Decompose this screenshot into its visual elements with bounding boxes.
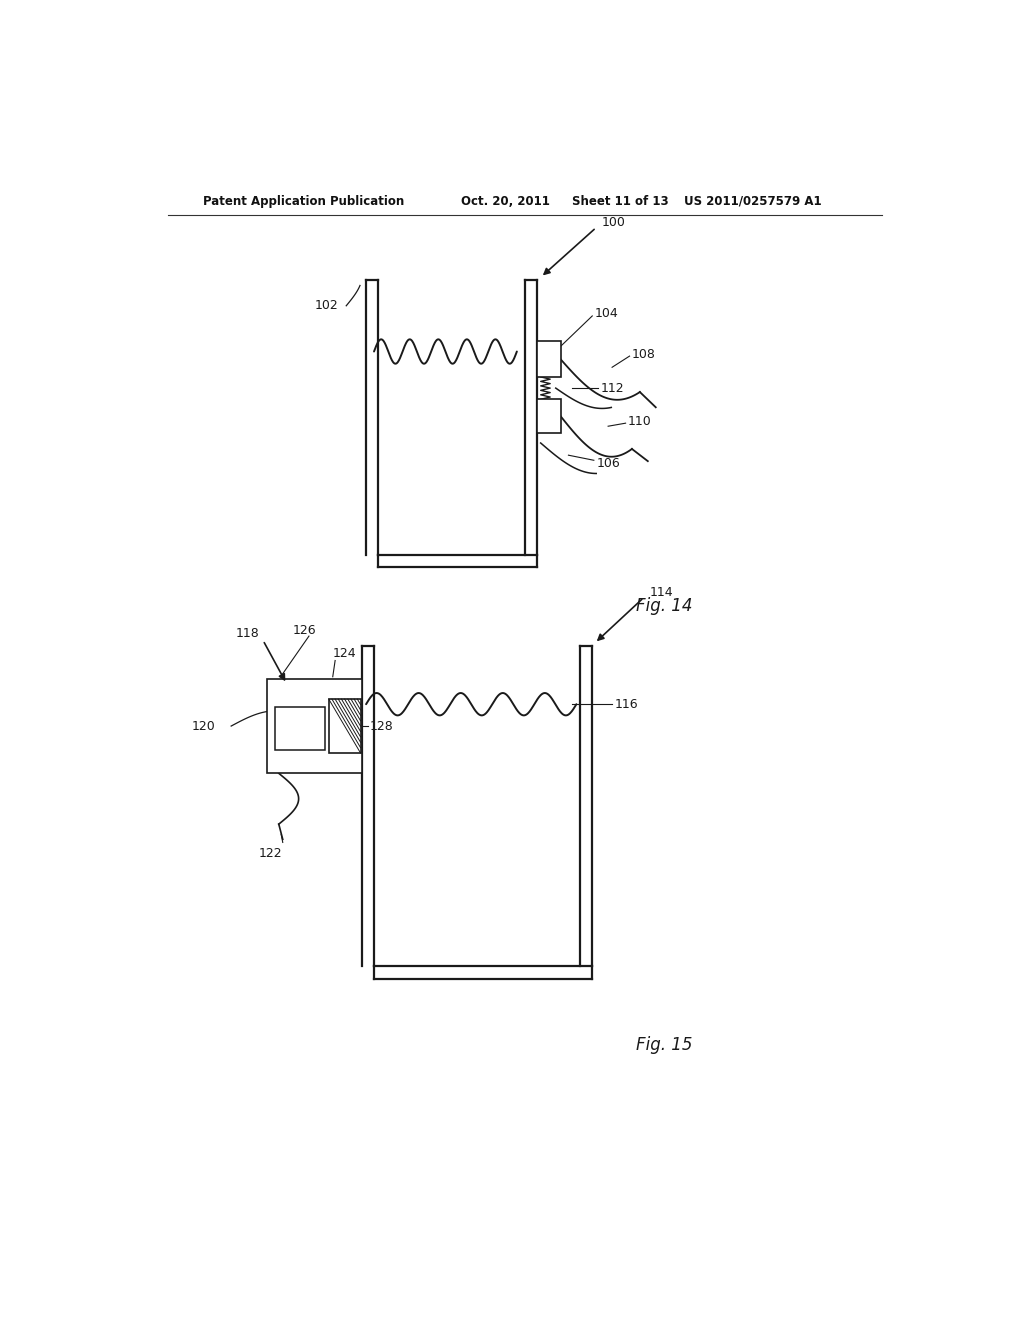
Text: 114: 114 <box>649 586 673 599</box>
Text: Fig. 15: Fig. 15 <box>636 1036 692 1053</box>
Text: Oct. 20, 2011: Oct. 20, 2011 <box>461 194 550 207</box>
Text: 102: 102 <box>314 300 338 313</box>
Text: Fig. 14: Fig. 14 <box>636 597 692 615</box>
Text: 118: 118 <box>236 627 259 640</box>
Bar <box>274 708 325 750</box>
Text: 100: 100 <box>602 216 626 228</box>
Text: 112: 112 <box>600 381 624 395</box>
Text: 108: 108 <box>632 347 655 360</box>
Text: US 2011/0257579 A1: US 2011/0257579 A1 <box>684 194 821 207</box>
Text: 104: 104 <box>595 308 618 321</box>
Text: Sheet 11 of 13: Sheet 11 of 13 <box>572 194 669 207</box>
Bar <box>537 342 560 378</box>
Text: 126: 126 <box>293 623 316 636</box>
Bar <box>537 399 560 433</box>
Text: 116: 116 <box>614 698 638 710</box>
Text: 128: 128 <box>370 719 394 733</box>
Text: 124: 124 <box>333 647 356 660</box>
Bar <box>267 678 362 774</box>
Text: 120: 120 <box>191 719 215 733</box>
Text: Patent Application Publication: Patent Application Publication <box>204 194 404 207</box>
Text: 106: 106 <box>596 457 620 470</box>
Text: 122: 122 <box>259 846 283 859</box>
Text: 110: 110 <box>628 414 651 428</box>
Bar <box>329 700 360 752</box>
